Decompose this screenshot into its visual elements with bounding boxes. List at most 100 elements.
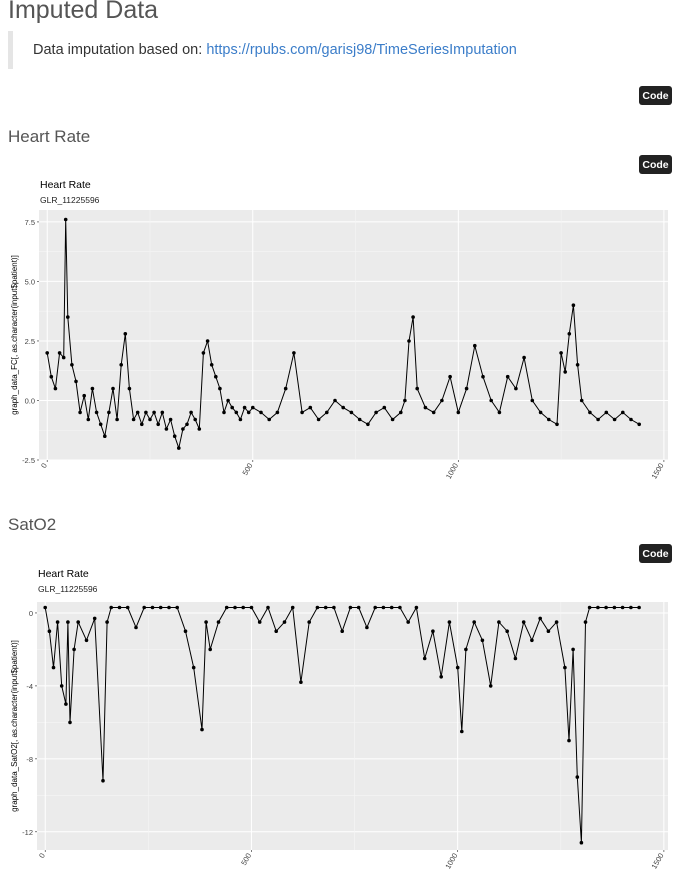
data-point — [290, 605, 295, 610]
data-point — [563, 370, 567, 374]
data-point — [76, 620, 80, 624]
data-point — [315, 605, 320, 610]
data-point — [316, 417, 321, 422]
data-point — [567, 738, 571, 743]
data-point — [365, 625, 369, 630]
data-point — [222, 410, 226, 415]
data-point — [226, 398, 230, 403]
data-point — [189, 410, 193, 415]
data-point — [538, 410, 543, 415]
data-point — [587, 605, 592, 610]
code-button-heart-rate[interactable]: Code — [639, 155, 672, 174]
data-point — [307, 620, 312, 624]
series-line — [46, 219, 640, 450]
data-point — [411, 315, 415, 319]
data-point — [144, 410, 148, 415]
section-title-sato2: SatO2 — [8, 515, 57, 534]
imputation-note-prefix: Data imputation based on: — [33, 42, 207, 58]
y-tick-label: 0.0 — [25, 396, 35, 405]
data-point — [43, 605, 47, 610]
code-button-imputed[interactable]: Code — [639, 86, 672, 105]
data-point — [209, 363, 214, 367]
data-point — [333, 398, 337, 403]
data-point — [119, 363, 123, 367]
data-point — [158, 605, 163, 610]
data-point — [283, 386, 288, 391]
data-point — [497, 620, 501, 624]
data-point — [604, 410, 609, 415]
data-point — [422, 656, 427, 661]
data-point — [439, 675, 444, 679]
data-point — [415, 386, 420, 391]
data-point — [349, 410, 354, 415]
data-point — [111, 386, 115, 391]
imputation-link[interactable]: https://rpubs.com/garisj98/TimeSeriesImp… — [206, 42, 517, 58]
data-point — [406, 620, 411, 624]
data-point — [505, 374, 510, 379]
data-point — [127, 386, 132, 391]
data-point — [92, 616, 97, 621]
data-point — [205, 339, 210, 343]
data-point — [464, 386, 469, 391]
data-point — [61, 355, 66, 360]
data-point — [488, 684, 493, 688]
data-point — [64, 702, 68, 706]
chart-title: Heart Rate — [38, 568, 89, 580]
page-title: Imputed Data — [8, 0, 159, 24]
data-point — [431, 410, 436, 415]
data-point — [241, 605, 245, 610]
data-point — [407, 339, 411, 343]
y-tick-label: -4 — [26, 682, 33, 691]
chart-subtitle: GLR_11225596 — [38, 584, 98, 594]
data-point — [197, 427, 202, 431]
data-point — [571, 303, 576, 307]
data-point — [251, 405, 255, 410]
data-point — [51, 665, 56, 670]
data-point — [596, 417, 600, 422]
data-point — [629, 417, 633, 422]
data-point — [94, 410, 99, 415]
data-point — [472, 620, 477, 624]
code-button-sato2[interactable]: Code — [639, 544, 672, 563]
data-point — [101, 778, 105, 783]
data-point — [249, 605, 254, 610]
data-point — [505, 629, 510, 633]
data-point — [300, 410, 304, 415]
blockquote: Data imputation based on: https://rpubs.… — [8, 31, 672, 69]
data-point — [72, 647, 76, 652]
data-point — [308, 405, 313, 410]
y-axis-label: graph_data_FC[, as.character(input$patie… — [10, 255, 19, 415]
data-point — [90, 386, 95, 391]
data-point — [390, 417, 395, 422]
data-point — [596, 605, 600, 610]
data-point — [554, 620, 559, 624]
data-point — [107, 410, 111, 415]
data-point — [366, 422, 370, 427]
data-point — [356, 605, 361, 610]
data-point — [230, 405, 234, 410]
sato2-plot: Heart Rate GLR_11225596 -12 -8 -4 0 0 500 1000 15… — [0, 566, 680, 884]
data-point — [481, 374, 485, 379]
plot-panel — [39, 210, 668, 460]
data-point — [323, 605, 328, 610]
data-point — [513, 656, 518, 661]
data-point — [522, 355, 526, 360]
y-tick-label: 2.5 — [25, 337, 35, 346]
data-point — [521, 620, 526, 624]
data-point — [49, 374, 54, 379]
y-tick-label: 0 — [29, 609, 33, 618]
x-tick-label: 500 — [240, 462, 254, 477]
data-point — [382, 405, 387, 410]
data-point — [204, 620, 208, 624]
data-point — [266, 605, 270, 610]
data-point — [282, 620, 287, 624]
data-point — [588, 410, 592, 415]
heart-rate-chart-svg: Heart Rate GLR_11225596 -2.5 0.0 2.5 5.0 7.5 0 5… — [10, 179, 668, 480]
data-point — [134, 625, 138, 630]
data-point — [117, 605, 122, 610]
data-point — [456, 410, 461, 415]
data-point — [234, 410, 239, 415]
data-point — [567, 332, 572, 336]
data-point — [183, 629, 188, 633]
data-point — [325, 410, 329, 415]
